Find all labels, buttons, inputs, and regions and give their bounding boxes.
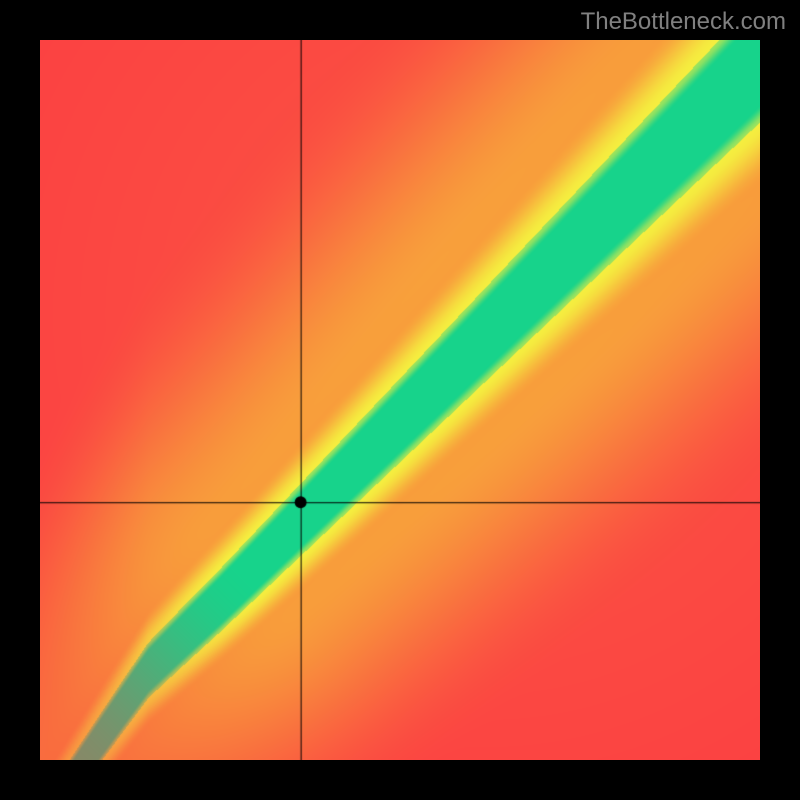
watermark-text: TheBottleneck.com [581, 8, 786, 36]
heatmap-canvas [40, 40, 760, 760]
bottleneck-heatmap [40, 40, 760, 760]
